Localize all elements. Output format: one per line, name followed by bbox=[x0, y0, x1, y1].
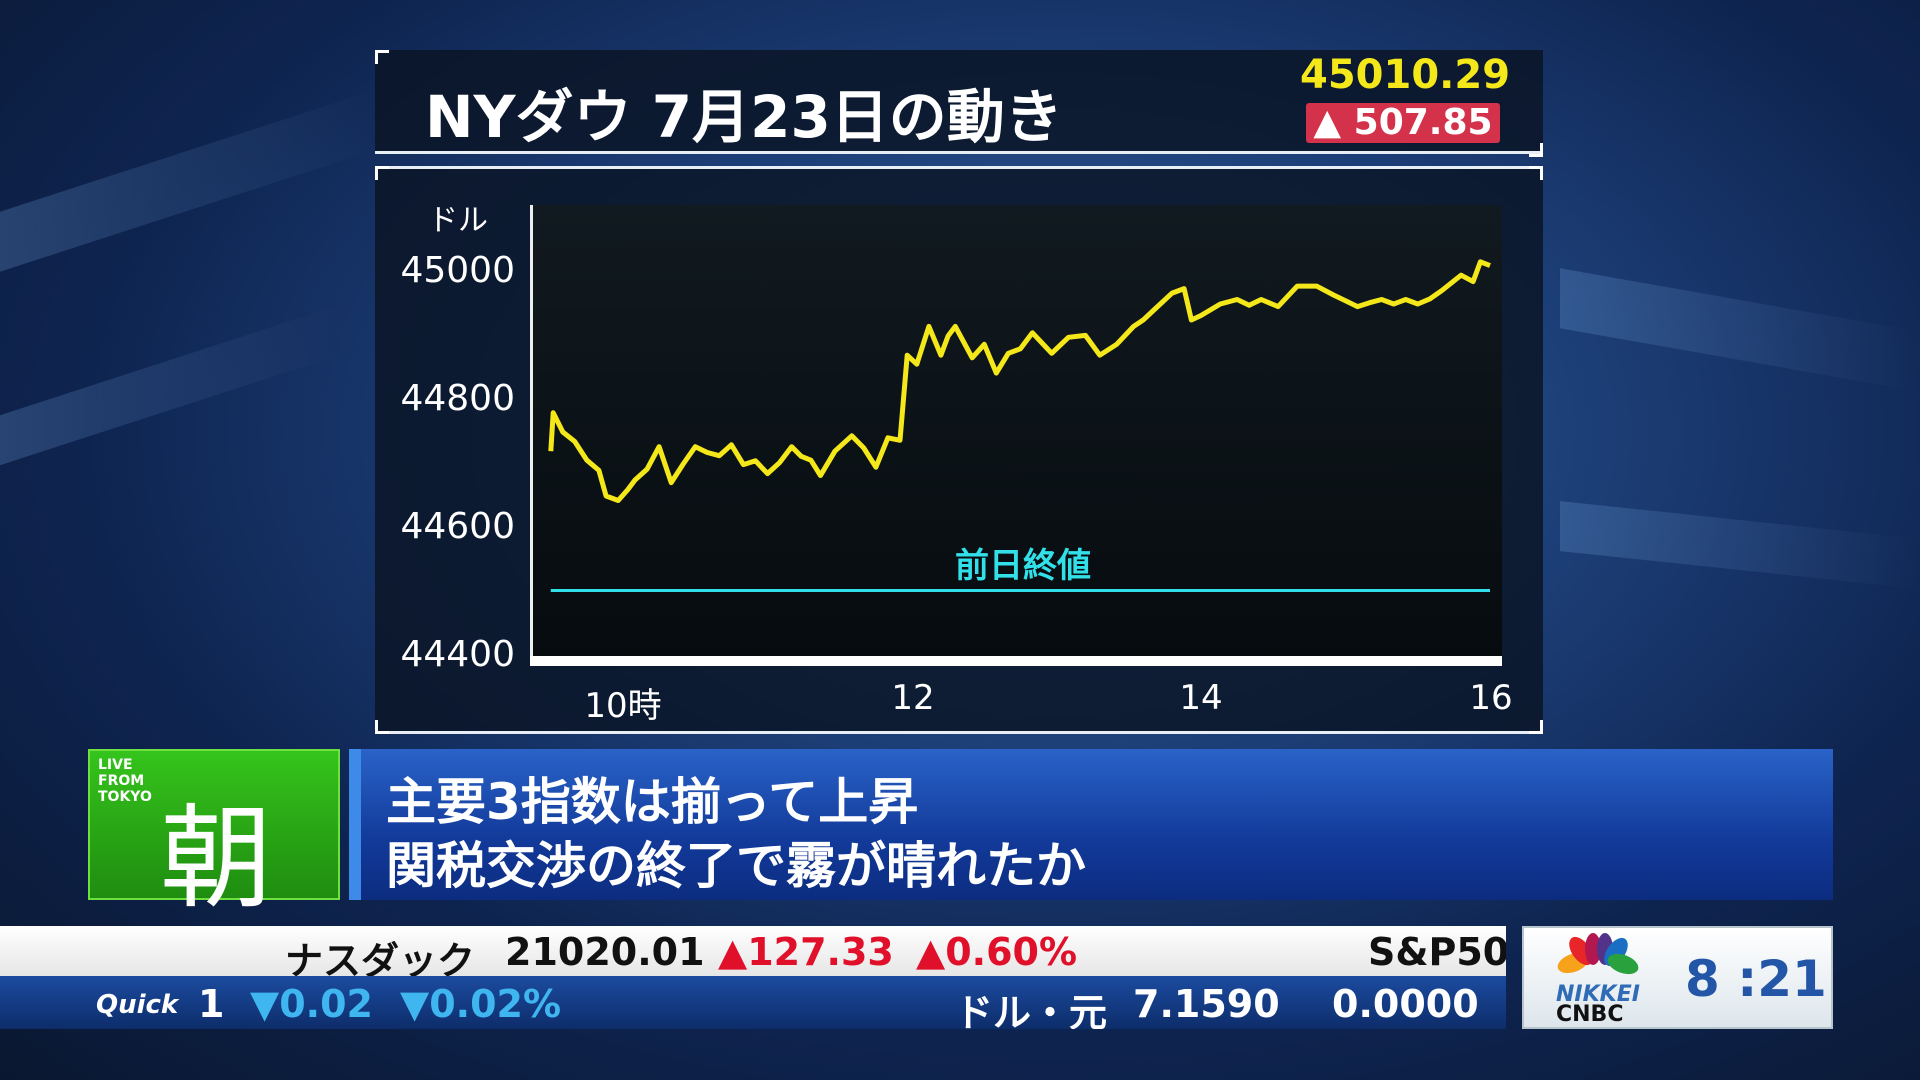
logo-cnbc: CNBC bbox=[1556, 1002, 1624, 1027]
ticker-source: Quick bbox=[96, 990, 179, 1020]
frame-corner bbox=[375, 50, 389, 64]
y-tick-label: 44600 bbox=[400, 506, 515, 547]
page-title: NYダウ 7月23日の動き bbox=[425, 83, 1063, 151]
logo-nikkei: NIKKEI bbox=[1556, 982, 1640, 1007]
x-tick-label: 16 bbox=[1469, 678, 1513, 718]
frame-corner bbox=[375, 720, 389, 734]
ticker-next-index: S&P50 bbox=[1368, 930, 1506, 974]
x-tick-label: 10時 bbox=[584, 686, 662, 726]
ticker-item-change: ▼0.02 bbox=[250, 982, 373, 1026]
program-name: 朝 bbox=[160, 794, 272, 924]
dow-change-badge: ▲ 507.85 bbox=[1306, 103, 1500, 143]
frame-corner bbox=[1529, 720, 1543, 734]
ticker-index-value: 21020.01 bbox=[505, 930, 705, 974]
x-tick-label: 14 bbox=[1179, 678, 1223, 718]
ticker-bottom-row: Quick 1 ▼0.02 ▼0.02% ドル・元 7.1590 0.0000 bbox=[0, 976, 1506, 1029]
ticker-index-name: ナスダック bbox=[285, 939, 476, 976]
ticker-index-pct: ▲0.60% bbox=[916, 930, 1078, 974]
ticker-fx-value: 7.1590 bbox=[1133, 982, 1280, 1026]
ticker-index-change: ▲127.33 bbox=[718, 930, 894, 974]
nbc-peacock-logo bbox=[1557, 933, 1639, 975]
program-badge bbox=[88, 749, 340, 900]
chart-title-panel bbox=[375, 50, 1543, 154]
headline-line-2: 関税交渉の終了で霧が晴れたか bbox=[386, 837, 1086, 895]
ticker-item: 1 bbox=[198, 982, 225, 1026]
ticker-top-row: ナスダック 21020.01 ▲127.33 ▲0.60% S&P50 bbox=[0, 926, 1506, 976]
y-tick-label: 45000 bbox=[400, 250, 515, 291]
ticker-fx-change: 0.0000 bbox=[1332, 982, 1479, 1026]
frame-corner bbox=[1529, 143, 1543, 157]
ticker-item-pct: ▼0.02% bbox=[400, 982, 562, 1026]
frame-corner bbox=[1529, 166, 1543, 180]
x-tick-label: 12 bbox=[891, 678, 935, 718]
dow-price: 45010.29 bbox=[1300, 52, 1511, 98]
plot-area bbox=[530, 205, 1502, 665]
x-axis-line bbox=[530, 656, 1502, 666]
y-tick-label: 44400 bbox=[400, 634, 515, 675]
frame-corner bbox=[375, 166, 389, 180]
y-axis-unit: ドル bbox=[428, 203, 488, 238]
dow-price-line bbox=[548, 259, 1491, 503]
live-from-tokyo-label: LIVE FROM TOKYO bbox=[98, 757, 152, 805]
previous-close-label: 前日終値 bbox=[955, 546, 1091, 586]
clock: 8 :21 bbox=[1685, 950, 1827, 1008]
ticker-fx-label: ドル・元 bbox=[955, 991, 1108, 1029]
headline-band bbox=[349, 749, 1833, 900]
y-tick-label: 44800 bbox=[400, 378, 515, 419]
headline-line-1: 主要3指数は揃って上昇 bbox=[386, 773, 919, 831]
